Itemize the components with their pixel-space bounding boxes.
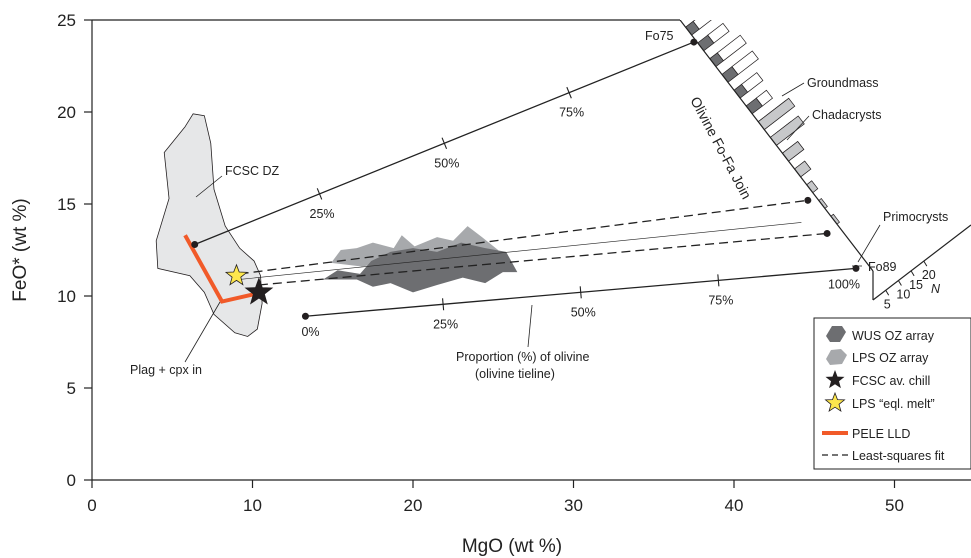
tieline-end-label: 100% bbox=[828, 277, 860, 291]
histogram-groundmass-bar bbox=[755, 89, 773, 107]
x-tick-label: 50 bbox=[885, 496, 904, 515]
y-tick-label: 20 bbox=[57, 103, 76, 122]
tieline-mark-label: 50% bbox=[434, 156, 459, 170]
tieline-mark-label: 75% bbox=[559, 106, 584, 120]
tieline-endpoint bbox=[823, 229, 831, 237]
tieline-mark bbox=[441, 137, 448, 150]
olivine-join-line bbox=[679, 20, 874, 272]
tieline-mark-label: 50% bbox=[571, 305, 596, 319]
histogram-groundmass-bar bbox=[741, 72, 764, 93]
tieline-lsq2 bbox=[258, 232, 828, 286]
olivine-histogram bbox=[685, 20, 840, 225]
n-tick bbox=[910, 270, 915, 277]
tieline-lsq1 bbox=[239, 199, 808, 275]
tieline-mark-label: 25% bbox=[433, 317, 458, 331]
tieline-mark bbox=[442, 298, 445, 311]
legend-wus-label: WUS OZ array bbox=[852, 329, 935, 343]
fcsc-dz-leader bbox=[195, 175, 223, 198]
y-axis-label: FeO* (wt %) bbox=[10, 198, 31, 301]
tieline-endpoint bbox=[191, 240, 199, 248]
tieline-mark bbox=[717, 274, 720, 287]
n-tick-label: 20 bbox=[922, 268, 936, 282]
x-axis-label: MgO (wt %) bbox=[462, 536, 562, 557]
fcsc-chill-star bbox=[244, 277, 274, 305]
pele-lld-line bbox=[183, 234, 255, 304]
legend-lsq-label: Least-squares fit bbox=[852, 449, 945, 463]
legend-lps-star bbox=[824, 391, 846, 413]
olivine-join-label: Olivine Fo-Fa Join bbox=[687, 94, 754, 202]
x-tick-label: 30 bbox=[564, 496, 583, 515]
y-tick-label: 25 bbox=[57, 11, 76, 30]
plag-cpx-label: Plag + cpx in bbox=[130, 363, 202, 377]
tieline-mark-label: 75% bbox=[708, 293, 733, 307]
legend-box bbox=[813, 317, 971, 470]
y-tick-label: 5 bbox=[67, 379, 76, 398]
histogram-groundmass-bar bbox=[716, 34, 747, 62]
histogram-groundmass-bar bbox=[731, 50, 759, 75]
y-tick-label: 15 bbox=[57, 195, 76, 214]
plag-cpx-leader bbox=[184, 301, 221, 363]
y-tick-label: 10 bbox=[57, 287, 76, 306]
plot-frame bbox=[91, 19, 971, 481]
lps-eql-melt-star bbox=[224, 263, 248, 286]
proportion-leader bbox=[527, 304, 533, 348]
chadacrysts-leader bbox=[786, 115, 810, 141]
groundmass-label: Groundmass bbox=[807, 76, 879, 90]
n-tick-label: 15 bbox=[909, 278, 923, 292]
n-tick-label: 10 bbox=[896, 288, 910, 302]
proportion-label-2: (olivine tieline) bbox=[475, 367, 555, 381]
legend: WUS OZ array LPS OZ array FCSC av. chill… bbox=[813, 317, 971, 470]
n-axis-label: N bbox=[931, 282, 941, 296]
groundmass-leader bbox=[781, 82, 805, 97]
legend-pele-label: PELE LLD bbox=[852, 427, 910, 441]
legend-lps-symbol bbox=[826, 349, 847, 365]
n-tick bbox=[885, 290, 890, 296]
chadacrysts-label: Chadacrysts bbox=[812, 108, 881, 122]
primocrysts-leader bbox=[857, 224, 881, 263]
y-tick-label: 0 bbox=[67, 471, 76, 490]
tieline-endpoint bbox=[852, 264, 860, 272]
legend-lps-label: LPS OZ array bbox=[852, 351, 929, 365]
histogram-groundmass-bar bbox=[692, 20, 712, 30]
histogram-primocryst-bar bbox=[794, 160, 812, 178]
tieline-thin bbox=[239, 222, 802, 280]
fo75-label: Fo75 bbox=[645, 29, 674, 43]
tieline-endpoint bbox=[804, 196, 812, 204]
legend-wus-symbol bbox=[826, 326, 846, 342]
fo89-label: Fo89 bbox=[868, 260, 897, 274]
tielines: 25% 50% 75% 25% 50% 75% 0% 100% bbox=[194, 41, 860, 339]
fcsc-dz-label: FCSC DZ bbox=[225, 164, 280, 178]
axis-ticks: 0 10 20 30 40 50 0 5 10 15 20 25 bbox=[57, 11, 904, 515]
tieline-start-label: 0% bbox=[301, 325, 319, 339]
histogram-groundmass-bar bbox=[707, 22, 730, 44]
tieline-mark bbox=[316, 188, 323, 200]
proportion-label-1: Proportion (%) of olivine bbox=[456, 350, 589, 364]
tieline-endpoints bbox=[191, 38, 860, 320]
x-tick-label: 40 bbox=[725, 496, 744, 515]
x-tick-label: 0 bbox=[87, 496, 96, 515]
legend-fcsc-star bbox=[825, 370, 845, 389]
n-axis-line bbox=[872, 224, 971, 301]
n-tick bbox=[923, 260, 928, 267]
primocrysts-label: Primocrysts bbox=[883, 210, 948, 224]
tieline-mark bbox=[579, 286, 582, 299]
legend-fcsc-label: FCSC av. chill bbox=[852, 374, 930, 388]
tieline-mark bbox=[566, 86, 572, 99]
wus-oz-array bbox=[323, 242, 518, 293]
n-tick-label: 5 bbox=[884, 297, 891, 311]
x-tick-label: 20 bbox=[404, 496, 423, 515]
tieline-endpoint bbox=[690, 38, 698, 46]
fcsc-dz-region bbox=[155, 113, 263, 337]
legend-lps-melt-label: LPS “eql. melt” bbox=[852, 397, 935, 411]
n-tick bbox=[897, 280, 902, 286]
tieline-mark-label: 25% bbox=[310, 207, 335, 221]
x-tick-label: 10 bbox=[243, 496, 262, 515]
tieline-endpoint bbox=[301, 312, 309, 320]
